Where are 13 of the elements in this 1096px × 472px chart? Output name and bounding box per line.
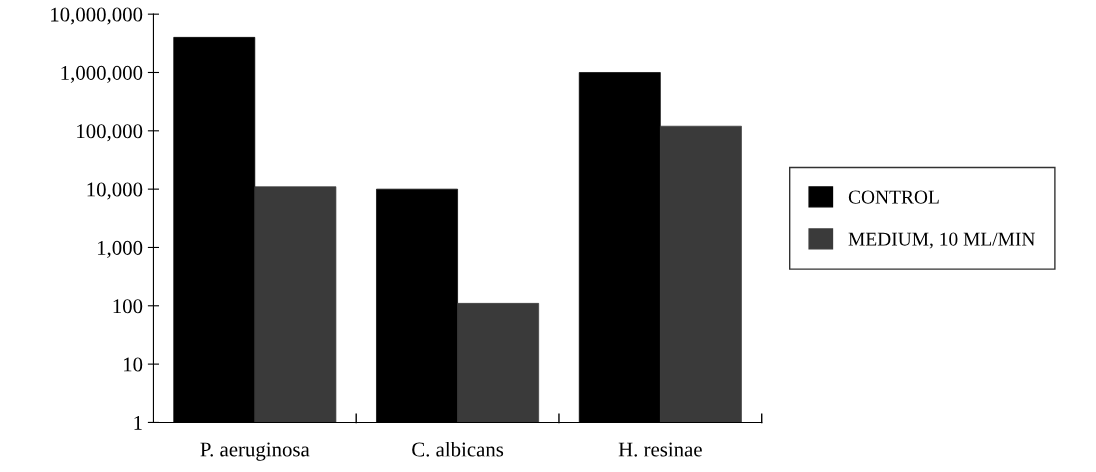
y-tick-label: 1,000: [97, 240, 143, 258]
y-tick-label: 1: [134, 415, 142, 430]
y-tick-label: 1,000,000: [61, 65, 143, 83]
y-tick-label: 10,000: [87, 182, 143, 200]
x-tick-label: H. resinae: [618, 442, 702, 457]
y-tick-label: 10: [124, 357, 143, 372]
x-tick-label: C. albicans: [412, 441, 504, 457]
legend-label: CONTROL: [848, 190, 939, 204]
y-tick-label: 100: [113, 299, 143, 314]
y-tick-label: 10,000,000: [51, 7, 143, 25]
legend-label: MEDIUM, 10 ML/MIN: [848, 232, 1035, 249]
x-tick-label: P. aeruginosa: [200, 442, 310, 461]
y-tick-label: 100,000: [77, 124, 143, 142]
